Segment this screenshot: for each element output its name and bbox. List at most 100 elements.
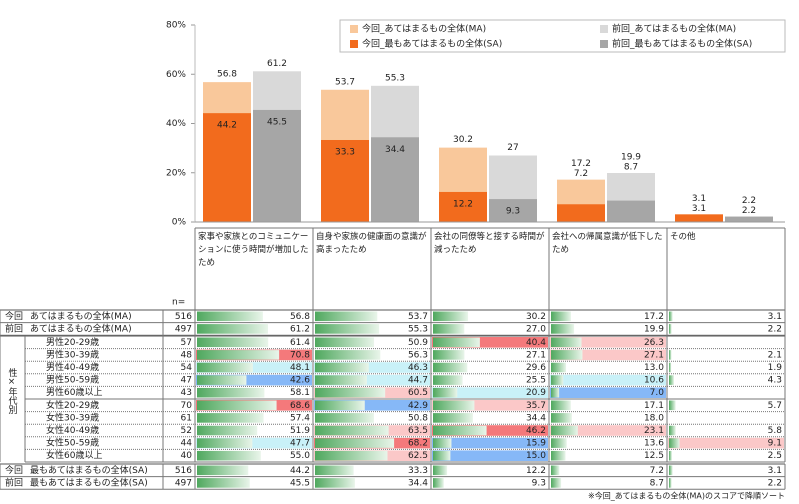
cell-bar <box>669 465 673 476</box>
cell-bar <box>197 413 264 423</box>
cell-bar <box>669 311 673 322</box>
cell-value: 3.1 <box>768 466 782 476</box>
cell-value: 5.7 <box>768 401 782 411</box>
cell-bar <box>669 324 672 334</box>
cell-bar <box>315 478 355 488</box>
cell-value: 23.1 <box>644 426 664 436</box>
row-label: 男性50-59歳 <box>46 374 99 386</box>
cell-bar <box>315 425 389 436</box>
bar <box>321 139 369 222</box>
cell-value: 9.1 <box>768 439 782 449</box>
cell-highlight <box>550 349 666 361</box>
data-label: 8.7 <box>624 162 638 172</box>
column-header: 会社の同僚等と接する時間が減ったため <box>434 232 545 255</box>
cell-bar <box>433 465 448 476</box>
cell-bar <box>551 413 572 423</box>
cell-value: 70.8 <box>290 350 310 360</box>
data-label: 3.1 <box>692 204 706 214</box>
cell-value: 34.4 <box>526 413 546 423</box>
legend-swatch <box>600 25 608 33</box>
cell-bar <box>551 387 560 398</box>
cell-bar <box>315 375 367 385</box>
cell-bar <box>197 478 250 488</box>
cell-bar <box>197 311 263 322</box>
cell-bar <box>669 450 672 461</box>
cell-bar <box>315 350 381 360</box>
cell-value: 1.9 <box>768 363 783 373</box>
cell-highlight <box>668 437 784 449</box>
footnote: ※今回_あてはまるもの全体(MA)のスコアで降順ソート <box>588 491 785 501</box>
row-n: 70 <box>181 401 193 411</box>
legend-label: 今回_あてはまるもの全体(MA) <box>362 23 486 35</box>
cell-value: 56.8 <box>290 312 310 322</box>
data-label: 56.8 <box>217 70 237 80</box>
cell-value: 68.6 <box>290 401 310 411</box>
cell-bar <box>433 324 465 334</box>
cell-bar <box>315 465 354 476</box>
row-group: 今回 <box>5 310 23 322</box>
cell-value: 44.7 <box>408 376 428 386</box>
cell-bar <box>551 450 566 461</box>
data-label: 12.2 <box>453 199 473 209</box>
row-group: 前回 <box>5 476 23 488</box>
data-label: 44.2 <box>217 121 237 131</box>
cell-bar <box>669 400 676 411</box>
cell-value: 34.4 <box>408 478 428 488</box>
cell-bar <box>315 324 380 334</box>
data-label: 3.1 <box>692 194 706 204</box>
cell-bar <box>669 438 680 448</box>
cell-highlight <box>432 387 548 398</box>
cell-bar <box>315 337 375 348</box>
row-n: 47 <box>181 376 192 386</box>
row-n: 497 <box>175 324 192 334</box>
row-label: あてはまるもの全体(MA) <box>30 310 132 322</box>
cell-bar <box>433 350 465 360</box>
data-label: 55.3 <box>385 73 405 83</box>
cell-value: 53.7 <box>408 312 428 322</box>
cell-value: 47.7 <box>290 439 310 449</box>
cell-value: 48.1 <box>290 363 310 373</box>
cell-bar <box>669 375 674 385</box>
cell-value: 25.5 <box>526 376 546 386</box>
cell-value: 42.6 <box>290 376 310 386</box>
cell-value: 5.8 <box>768 426 783 436</box>
group-label: 性×年代別 <box>7 367 18 415</box>
cell-highlight <box>432 437 548 449</box>
row-n: 516 <box>175 312 192 322</box>
cell-value: 26.3 <box>644 338 664 348</box>
cell-value: 13.6 <box>644 439 664 449</box>
row-label: 最もあてはまるもの全体(SA) <box>30 464 148 476</box>
cell-highlight <box>550 387 666 398</box>
cell-bar <box>551 478 562 488</box>
cell-bar <box>551 438 567 448</box>
cell-value: 15.0 <box>526 451 546 461</box>
legend-swatch <box>350 40 358 48</box>
cell-bar <box>669 362 672 373</box>
cell-value: 51.9 <box>290 426 310 436</box>
legend-label: 今回_最もあてはまるもの全体(SA) <box>362 38 502 50</box>
cell-bar <box>433 478 444 488</box>
cell-bar <box>551 425 578 436</box>
cell-bar <box>551 350 583 360</box>
cell-bar <box>197 387 265 398</box>
row-group: 前回 <box>5 322 23 334</box>
cell-bar <box>433 311 469 322</box>
cell-bar <box>433 400 475 411</box>
row-n: 516 <box>175 466 192 476</box>
cell-bar <box>551 362 567 373</box>
cell-value: 42.9 <box>408 401 428 411</box>
cell-bar <box>433 337 480 348</box>
row-label: 男性40-49歳 <box>46 361 99 373</box>
y-tick-label: 80% <box>166 21 186 31</box>
n-header: n= <box>172 298 185 308</box>
row-label: 女性40-49歳 <box>46 424 99 436</box>
cell-value: 63.5 <box>408 426 428 436</box>
cell-highlight <box>196 437 312 449</box>
data-label: 2.2 <box>742 196 756 206</box>
cell-bar <box>433 413 473 423</box>
cell-value: 61.2 <box>290 324 310 334</box>
row-n: 52 <box>181 426 192 436</box>
cell-bar <box>551 311 571 322</box>
